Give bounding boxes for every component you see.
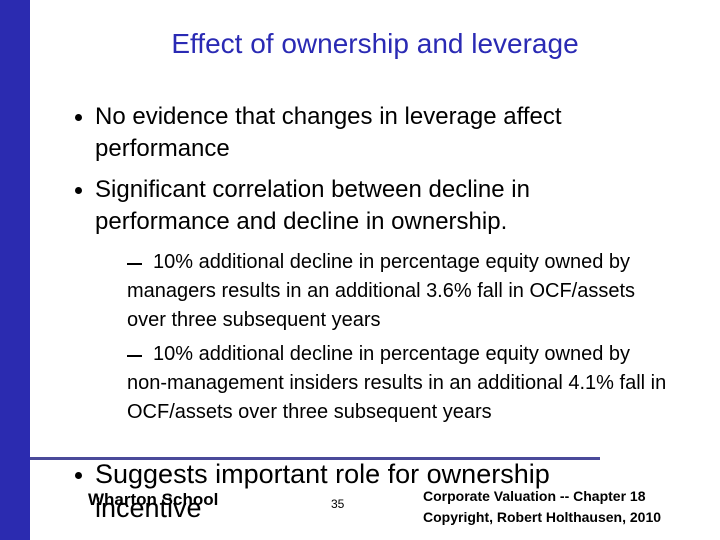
footer-left: Wharton School bbox=[88, 490, 219, 509]
page-number: 35 bbox=[331, 497, 345, 511]
bullet-text: No evidence that changes in leverage aff… bbox=[95, 103, 562, 162]
footer-right-1: Corporate Valuation -- Chapter 18 bbox=[423, 488, 646, 504]
sub-bullet-text: 10% additional decline in percentage equ… bbox=[127, 343, 667, 423]
bullet: No evidence that changes in leverage aff… bbox=[75, 101, 655, 165]
sub-bullet-dash bbox=[127, 263, 142, 265]
bullet: Significant correlation between decline … bbox=[75, 174, 625, 238]
sub-bullet: 10% additional decline in percentage equ… bbox=[127, 248, 672, 335]
sub-bullet: 10% additional decline in percentage equ… bbox=[127, 340, 672, 427]
footer-right-2: Copyright, Robert Holthausen, 2010 bbox=[423, 509, 662, 525]
bullet-text: Significant correlation between decline … bbox=[95, 176, 530, 235]
sub-bullet-dash bbox=[127, 355, 142, 357]
footer-rule bbox=[30, 457, 600, 460]
bullet-dot bbox=[75, 187, 82, 194]
bullet-text: Suggests important role for ownership in… bbox=[95, 459, 550, 523]
bullet: Suggests important role for ownership in… bbox=[75, 457, 595, 525]
side-bar bbox=[0, 0, 30, 540]
sub-bullet-text: 10% additional decline in percentage equ… bbox=[127, 251, 636, 331]
bullet-dot bbox=[75, 114, 82, 121]
slide-title: Effect of ownership and leverage bbox=[171, 28, 579, 59]
bullet-dot bbox=[75, 472, 82, 479]
